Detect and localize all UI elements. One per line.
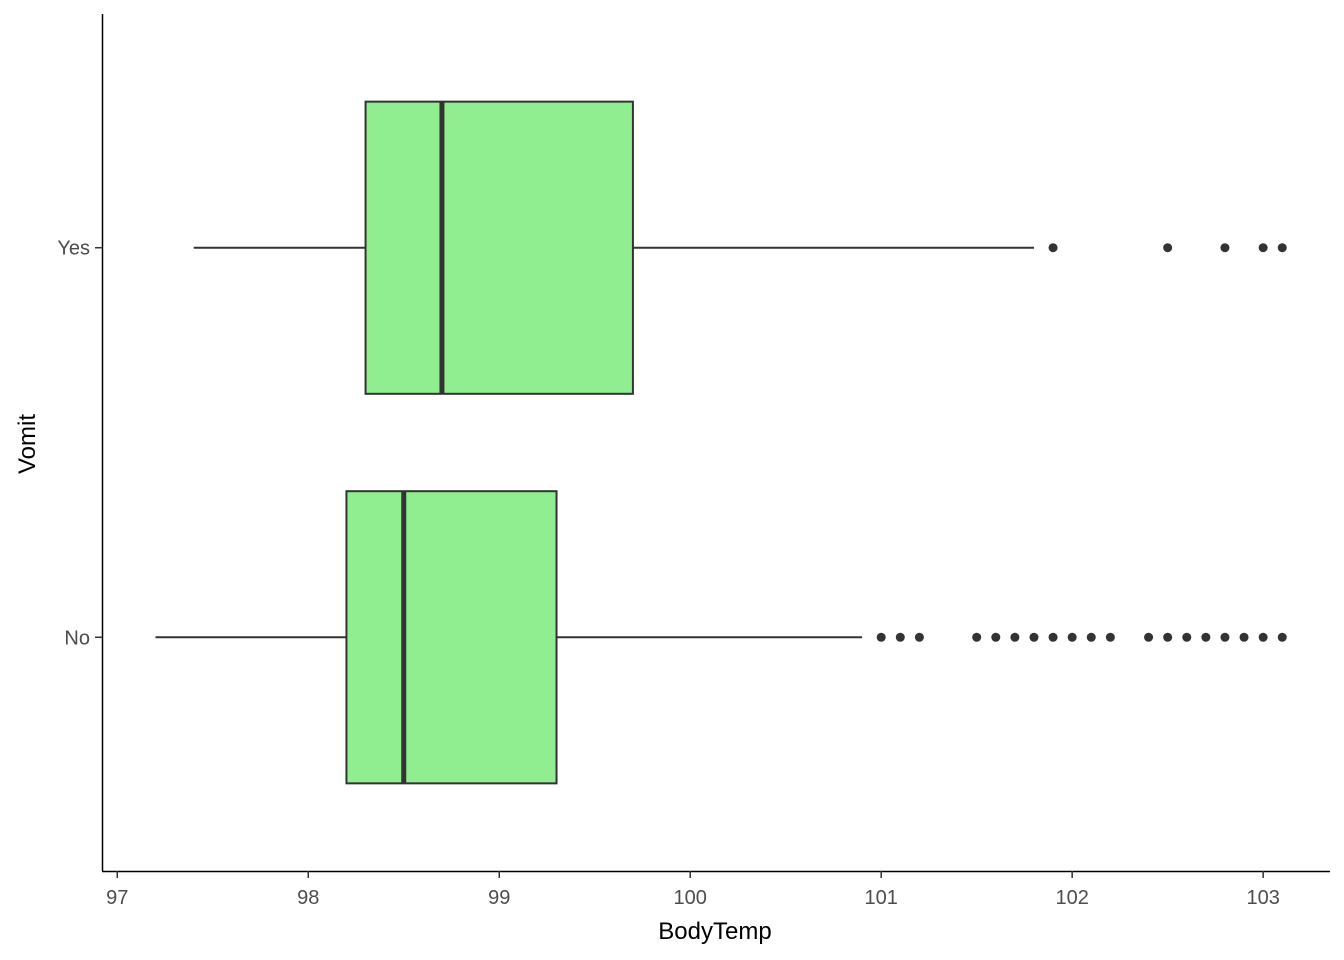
outlier-point-no	[1029, 632, 1039, 642]
outlier-point-yes	[1048, 243, 1058, 253]
y-tick-label-no: No	[64, 627, 90, 649]
outlier-point-no	[1258, 632, 1268, 642]
x-axis-title: BodyTemp	[658, 918, 771, 945]
outlier-point-no	[1277, 632, 1287, 642]
box-group-no	[155, 490, 1287, 785]
outlier-point-no	[1105, 632, 1115, 642]
y-tick-label-yes: Yes	[57, 238, 90, 260]
x-tick-label-98: 98	[297, 887, 319, 909]
x-tick-label-100: 100	[674, 887, 707, 909]
y-axis-title: Vomit	[14, 414, 41, 474]
outlier-point-no	[876, 632, 886, 642]
box-yes	[364, 100, 634, 395]
outlier-point-yes	[1258, 243, 1268, 253]
outlier-point-no	[991, 632, 1001, 642]
outlier-point-no	[1182, 632, 1192, 642]
outlier-point-yes	[1163, 243, 1173, 253]
outlier-point-no	[1163, 632, 1173, 642]
outlier-point-no	[1144, 632, 1154, 642]
x-tick-label-101: 101	[865, 887, 898, 909]
outlier-point-no	[1220, 632, 1230, 642]
outlier-point-yes	[1220, 243, 1230, 253]
outlier-point-no	[1010, 632, 1020, 642]
outlier-point-yes	[1277, 243, 1287, 253]
outlier-point-no	[1239, 632, 1249, 642]
x-tick-label-103: 103	[1246, 887, 1279, 909]
outlier-point-no	[1086, 632, 1096, 642]
box-group-yes	[193, 100, 1287, 395]
axes: 97 98 99 100 101 102 103 No Yes	[57, 238, 1279, 909]
outlier-point-no	[1201, 632, 1211, 642]
x-tick-label-97: 97	[106, 887, 128, 909]
outlier-point-no	[1048, 632, 1058, 642]
box-no	[345, 490, 558, 785]
plot-area	[155, 100, 1287, 785]
x-tick-label-99: 99	[488, 887, 510, 909]
outlier-point-no	[1067, 632, 1077, 642]
outlier-point-no	[895, 632, 905, 642]
outlier-point-no	[914, 632, 924, 642]
x-tick-label-102: 102	[1055, 887, 1088, 909]
outlier-point-no	[972, 632, 982, 642]
